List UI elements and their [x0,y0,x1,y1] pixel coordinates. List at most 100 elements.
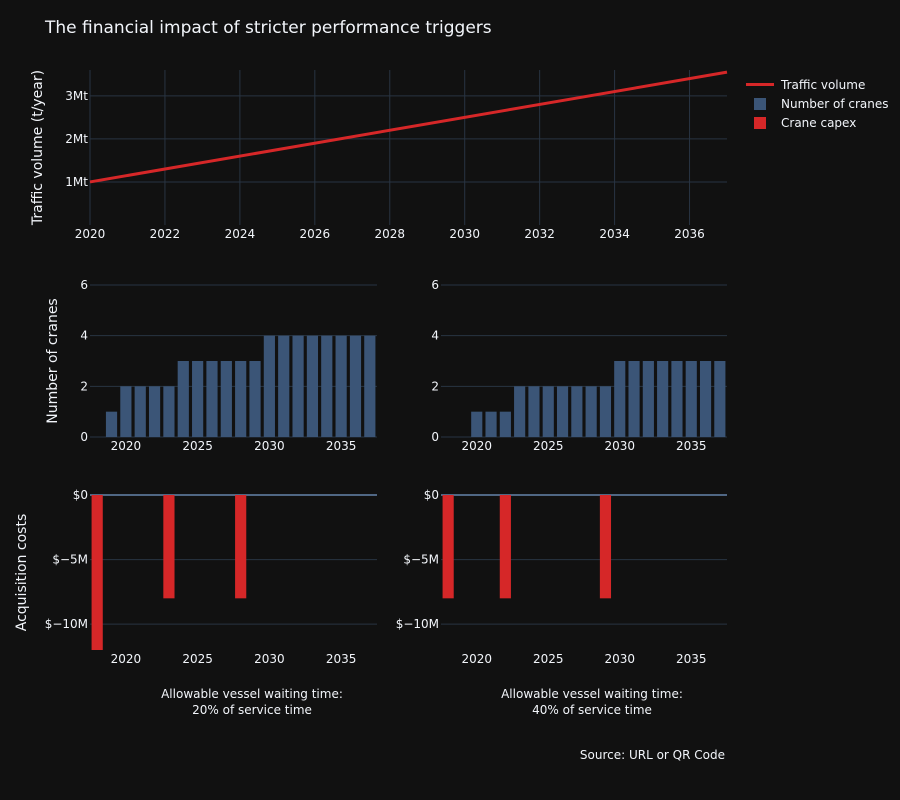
x-tick-label: 2020 [461,652,492,666]
x-tick-label: 2035 [326,652,357,666]
y-axis-title: Traffic volume (t/year) [30,70,46,226]
y-tick-label: $0 [424,488,439,502]
cranes-40-bar [499,411,511,437]
x-tick-label: 2030 [604,652,635,666]
cranes-40-bar [642,361,654,437]
x-tick-label: 2034 [599,227,630,241]
cranes-40-bar [614,361,626,437]
y-tick-label: $−5M [52,553,88,567]
y-tick-label: 0 [80,430,88,444]
x-tick-label: 2025 [533,439,564,453]
legend-label-capex: Crane capex [781,115,857,130]
x-tick-label: 2024 [225,227,256,241]
cranes-40-bar [471,411,483,437]
cranes-20-bar [263,335,275,437]
y-tick-label: 3Mt [65,89,88,103]
cranes-20-bar [120,386,132,437]
cranes-40-bar [542,386,554,437]
cranes-20-bar [134,386,146,437]
legend-item-cranes[interactable]: Number of cranes [746,94,889,113]
y-axis-title: Acquisition costs [14,514,30,631]
cranes-20-bar [105,411,118,437]
cranes-20-bar [192,361,204,437]
cranes-20-bar [364,335,376,437]
cranes-40-bar [585,386,597,437]
x-tick-label: 2025 [533,652,564,666]
y-tick-label: 4 [431,329,439,343]
cranes-20-bar [306,335,319,437]
y-tick-label: $−5M [403,553,439,567]
cranes-20-bar [292,335,304,437]
capex-20-bar [91,495,103,650]
x-tick-label: 2030 [254,439,285,453]
cranes-20-bar [249,361,261,437]
x-tick-label: 2032 [524,227,555,241]
cranes-20-bar [177,361,189,437]
cranes-40-bar [599,386,612,437]
legend-item-traffic[interactable]: Traffic volume [746,75,889,94]
cranes-20-bar [278,335,290,437]
x-tick-label: 2030 [254,652,285,666]
x-tick-label: 2035 [676,652,707,666]
y-tick-label: 2 [431,379,439,393]
y-tick-label: 2Mt [65,132,88,146]
cranes-20-bar [206,361,218,437]
y-tick-label: 4 [80,329,88,343]
cranes-20-bar [321,335,333,437]
traffic-volume-line [89,70,728,184]
capex-40-bar [499,495,511,599]
cranes-40-bar [485,411,497,437]
capex-40-bar [442,495,454,599]
legend-swatch-cranes [754,97,766,110]
y-tick-label: 2 [80,379,88,393]
x-tick-label: 2036 [674,227,705,241]
cranes-20-bar [220,361,232,437]
legend-swatch-capex [754,116,766,129]
y-axis-title: Number of cranes [45,298,61,423]
y-tick-label: 1Mt [65,175,88,189]
x-tick-label: 2022 [150,227,181,241]
cranes-40-bar [671,361,683,437]
chart-title: The financial impact of stricter perform… [45,18,492,38]
x-tick-label: 2030 [604,439,635,453]
caption-right: Allowable vessel waiting time: 40% of se… [501,687,683,717]
x-tick-label: 2035 [326,439,357,453]
legend-item-capex[interactable]: Crane capex [746,113,889,132]
cranes-40-bar [514,386,526,437]
x-tick-label: 2030 [449,227,480,241]
y-tick-label: $0 [73,488,88,502]
x-tick-label: 2020 [461,439,492,453]
cranes-40-bar [628,361,640,437]
capex-20-bar [163,495,175,599]
y-tick-label: $−10M [45,617,88,631]
capex-20-bar [235,495,247,599]
cranes-40-bar [699,361,712,437]
x-tick-label: 2035 [676,439,707,453]
cranes-20-bar [163,386,175,437]
x-tick-label: 2020 [75,227,106,241]
x-tick-label: 2025 [182,652,213,666]
legend-label-traffic: Traffic volume [781,77,866,92]
x-tick-label: 2028 [374,227,405,241]
legend-label-cranes: Number of cranes [781,96,889,111]
x-tick-label: 2025 [182,439,213,453]
x-tick-label: 2020 [111,439,142,453]
cranes-20-bar [335,335,347,437]
source-note: Source: URL or QR Code [579,748,725,762]
caption-left: Allowable vessel waiting time: 20% of se… [161,687,343,717]
cranes-20-bar [349,335,362,437]
y-tick-label: $−10M [396,617,439,631]
x-tick-label: 2020 [111,652,142,666]
cranes-40-bar [714,361,726,437]
x-tick-label: 2026 [300,227,331,241]
cranes-40-bar [528,386,540,437]
y-tick-label: 0 [431,430,439,444]
y-tick-label: 6 [431,278,439,292]
cranes-40-bar [657,361,669,437]
y-tick-label: 6 [80,278,88,292]
cranes-40-bar [556,386,569,437]
cranes-20-bar [148,386,161,437]
cranes-40-bar [685,361,697,437]
